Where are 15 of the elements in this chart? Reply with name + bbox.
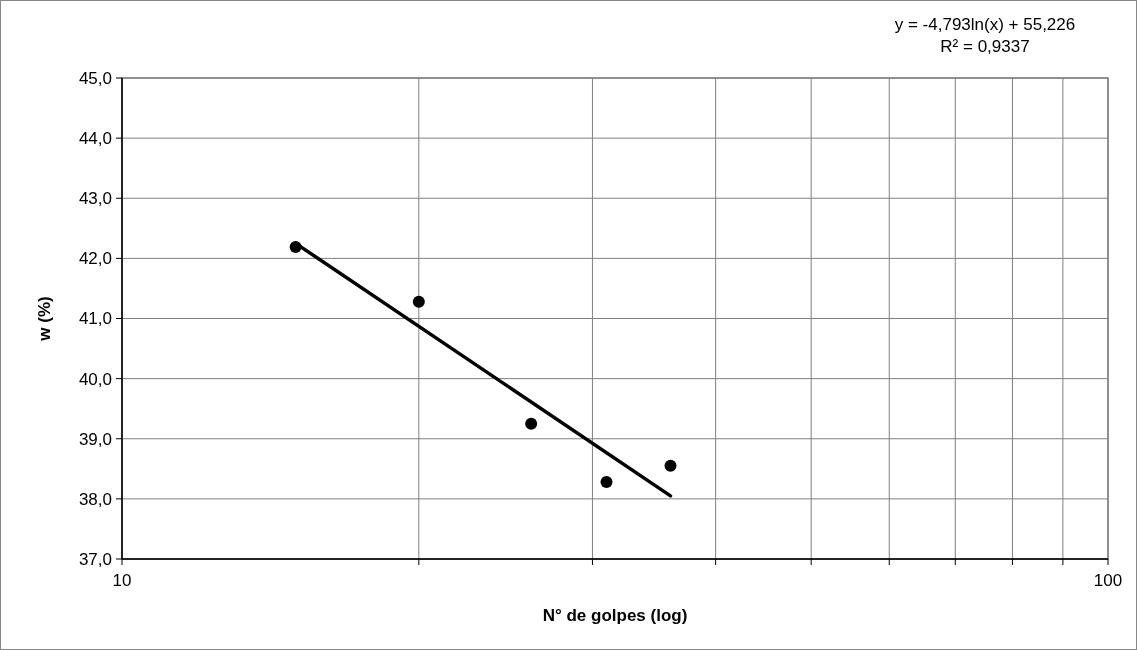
y-tick-label: 44,0	[78, 129, 112, 149]
text: y = -4,793ln(x) + 55,226	[894, 15, 1076, 34]
y-axis-title: w (%)	[35, 296, 54, 342]
y-tick-label: 40,0	[78, 369, 112, 389]
y-tick-label: 42,0	[78, 249, 112, 269]
y-tick-label: 41,0	[78, 309, 112, 329]
y-tick-label: 39,0	[78, 429, 112, 449]
x-tick-label: 100	[1093, 571, 1123, 590]
x-tick-label: 10	[112, 571, 132, 590]
x-axis-title: N° de golpes (log)	[542, 606, 688, 625]
y-tick-label: 43,0	[78, 189, 112, 209]
y-tick-label: 37,0	[78, 549, 112, 569]
text: R² = 0,9337	[940, 37, 1030, 56]
y-tick-label: 38,0	[78, 489, 112, 509]
y-tick-label: 45,0	[78, 68, 112, 88]
